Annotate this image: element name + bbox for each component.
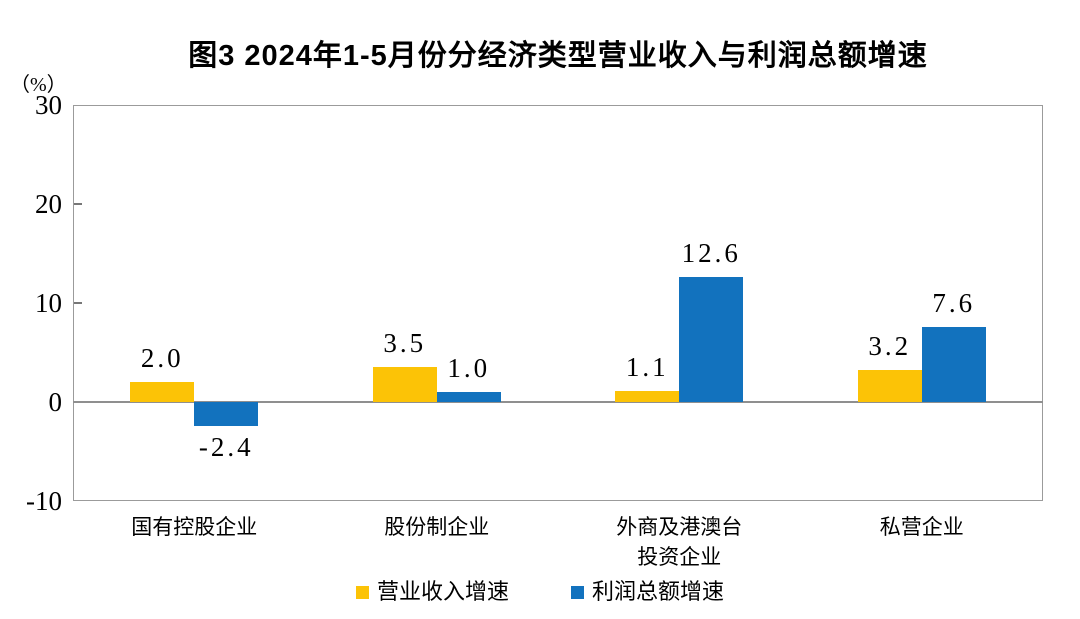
x-axis-category-label: 私营企业 [800,512,1044,542]
y-axis-tick-mark [74,203,82,205]
bar-operating-revenue-growth [130,382,195,402]
y-axis-tick-mark [74,302,82,304]
chart-title: 图3 2024年1-5月份分经济类型营业收入与利润总额增速 [188,40,928,72]
y-axis-tick-label: 30 [35,90,62,120]
legend-label: 利润总额增速 [592,579,725,604]
bar-total-profit-growth [921,326,986,402]
legend-item: 利润总额增速 [571,580,724,604]
x-axis-category-label: 股份制企业 [315,512,559,542]
bar-operating-revenue-growth [857,370,922,402]
legend-label: 营业收入增速 [376,579,509,604]
x-axis-category-label: 外商及港澳台 投资企业 [557,512,801,572]
legend-swatch [571,585,584,599]
bar-value-label: 1.1 [625,352,669,383]
plot-area [73,105,1043,501]
y-axis-tick-label: 10 [35,288,62,318]
zero-baseline [73,401,1043,403]
legend-swatch [355,585,369,599]
bar-operating-revenue-growth [372,367,437,402]
bar-total-profit-growth [679,277,744,402]
y-axis-unit-label: （%） [10,74,67,96]
bar-value-label: 2.0 [140,343,184,374]
bar-value-label: 12.6 [681,238,741,269]
x-axis-category-label-line: 股份制企业 [384,515,490,539]
x-axis-category-label-line: 外商及港澳台 [616,515,743,539]
bar-operating-revenue-growth [615,391,680,402]
bar-value-label: -2.4 [198,431,254,462]
y-axis-tick-label: -10 [26,486,62,516]
bar-value-label: 3.5 [383,328,427,359]
x-axis-category-label-line: 私营企业 [879,515,964,539]
bar-total-profit-growth [194,402,259,426]
bar-value-label: 3.2 [868,331,912,362]
x-axis-category-label-line: 国有控股企业 [131,515,258,539]
y-axis-tick-label: 20 [35,189,62,219]
x-axis-category-label-line: 投资企业 [637,545,722,569]
legend: 营业收入增速 利润总额增速 [0,580,1080,604]
x-axis-category-label: 国有控股企业 [72,512,316,542]
legend-item: 营业收入增速 [355,579,509,604]
bar-value-label: 7.6 [932,287,976,318]
bar-value-label: 1.0 [447,353,491,384]
bar-total-profit-growth [436,392,501,402]
y-axis-tick-label: 0 [48,387,63,417]
